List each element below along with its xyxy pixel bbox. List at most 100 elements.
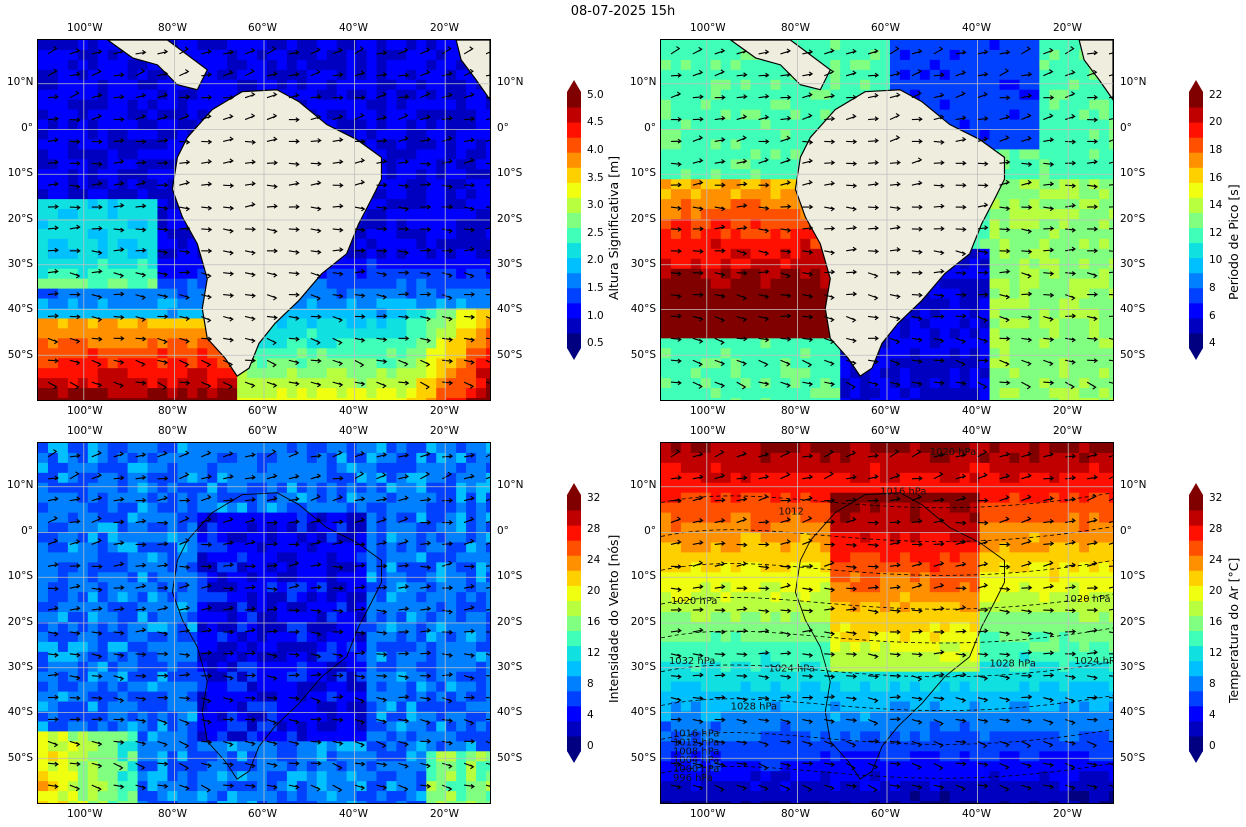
tp-colorbar (1189, 80, 1203, 360)
direction-arrow (47, 761, 59, 767)
direction-arrow (824, 337, 835, 345)
direction-arrow (889, 337, 901, 345)
direction-arrow (354, 784, 366, 791)
direction-arrow (398, 675, 410, 680)
lat-tick-label: 20°S (497, 213, 523, 225)
direction-arrow (758, 451, 770, 458)
direction-arrow (1108, 586, 1113, 589)
isobar-label: 1020 hPa (1064, 594, 1110, 605)
direction-arrow (1087, 585, 1099, 591)
direction-arrow (867, 631, 879, 637)
direction-arrow (1065, 539, 1076, 545)
direction-arrow (442, 453, 454, 459)
direction-arrow (802, 337, 814, 343)
direction-arrow (244, 539, 256, 545)
direction-arrow (1021, 359, 1032, 367)
lat-tick-label: 40°S (7, 706, 33, 718)
direction-arrow (736, 652, 748, 658)
direction-arrow (824, 587, 836, 593)
colorbar-tick-label: 0 (1209, 740, 1216, 753)
direction-arrow (485, 96, 490, 99)
direction-arrow (179, 359, 190, 368)
direction-arrow (868, 453, 879, 458)
direction-arrow (135, 68, 146, 77)
direction-arrow (868, 249, 880, 254)
direction-arrow (113, 717, 125, 723)
direction-arrow (135, 696, 147, 702)
direction-arrow (135, 627, 147, 633)
direction-arrow (113, 158, 125, 164)
direction-arrow (288, 117, 300, 123)
direction-arrow (824, 498, 836, 503)
direction-arrow (157, 114, 169, 121)
direction-arrow (157, 294, 169, 300)
direction-arrow (911, 138, 923, 144)
direction-arrow (1043, 496, 1055, 502)
direction-arrow (889, 270, 901, 276)
direction-arrow (670, 380, 682, 386)
direction-arrow (266, 495, 278, 502)
direction-arrow (977, 498, 989, 503)
isobar-label: 1008 hPa (673, 746, 719, 757)
direction-arrow (1108, 565, 1113, 567)
direction-arrow (201, 697, 212, 704)
direction-arrow (846, 497, 858, 503)
direction-arrow (91, 180, 103, 186)
direction-arrow (999, 586, 1011, 592)
direction-arrow (692, 474, 704, 480)
direction-arrow (376, 182, 388, 188)
lat-tick-label: 10°N (497, 76, 524, 88)
lon-tick-label: 100°W (690, 405, 726, 417)
colorbar-tick-label: 0.5 (587, 337, 604, 350)
direction-arrow (714, 784, 725, 793)
direction-arrow (736, 270, 748, 276)
direction-arrow (157, 718, 168, 726)
temp-colorbar-label: Temperatura do Ar [°C] (1226, 557, 1241, 703)
direction-arrow (911, 90, 922, 99)
direction-arrow (420, 181, 432, 187)
direction-arrow (223, 474, 234, 480)
direction-arrow (780, 293, 792, 299)
direction-arrow (846, 542, 858, 548)
direction-arrow (933, 160, 945, 166)
direction-arrow (911, 608, 923, 614)
direction-arrow (266, 473, 278, 480)
direction-arrow (955, 452, 967, 458)
direction-arrow (889, 496, 901, 502)
direction-arrow (135, 673, 147, 679)
direction-arrow (47, 204, 59, 210)
direction-arrow (398, 562, 410, 568)
lon-tick-label: 40°W (339, 405, 368, 417)
direction-arrow (47, 94, 59, 100)
direction-arrow (69, 761, 81, 767)
lat-tick-label: 50°S (1120, 349, 1146, 361)
direction-arrow (485, 542, 490, 545)
direction-arrow (463, 605, 475, 611)
direction-arrow (1065, 496, 1077, 502)
lat-tick-label: 20°S (497, 616, 523, 628)
direction-arrow (999, 179, 1011, 186)
direction-arrow (376, 138, 388, 143)
direction-arrow (245, 139, 256, 145)
direction-arrow (245, 606, 256, 612)
direction-arrow (398, 226, 410, 232)
direction-arrow (714, 315, 725, 323)
direction-arrow (802, 225, 814, 231)
direction-arrow (977, 358, 989, 364)
direction-arrow (889, 562, 901, 568)
lat-tick-label: 20°S (1120, 616, 1146, 628)
direction-arrow (266, 762, 278, 768)
direction-arrow (354, 630, 366, 636)
colorbar-tick-label: 0 (587, 740, 594, 753)
colorbar-tick-label: 4 (1209, 709, 1216, 722)
direction-arrow (91, 606, 103, 612)
direction-arrow (758, 250, 770, 256)
colorbar-tick-label: 16 (587, 616, 601, 628)
direction-arrow (846, 70, 857, 77)
direction-arrow (201, 336, 213, 342)
lon-tick-label: 80°W (781, 22, 810, 34)
direction-arrow (245, 717, 257, 723)
direction-arrow (692, 249, 704, 254)
direction-arrow (1043, 762, 1055, 768)
direction-arrow (670, 358, 682, 364)
